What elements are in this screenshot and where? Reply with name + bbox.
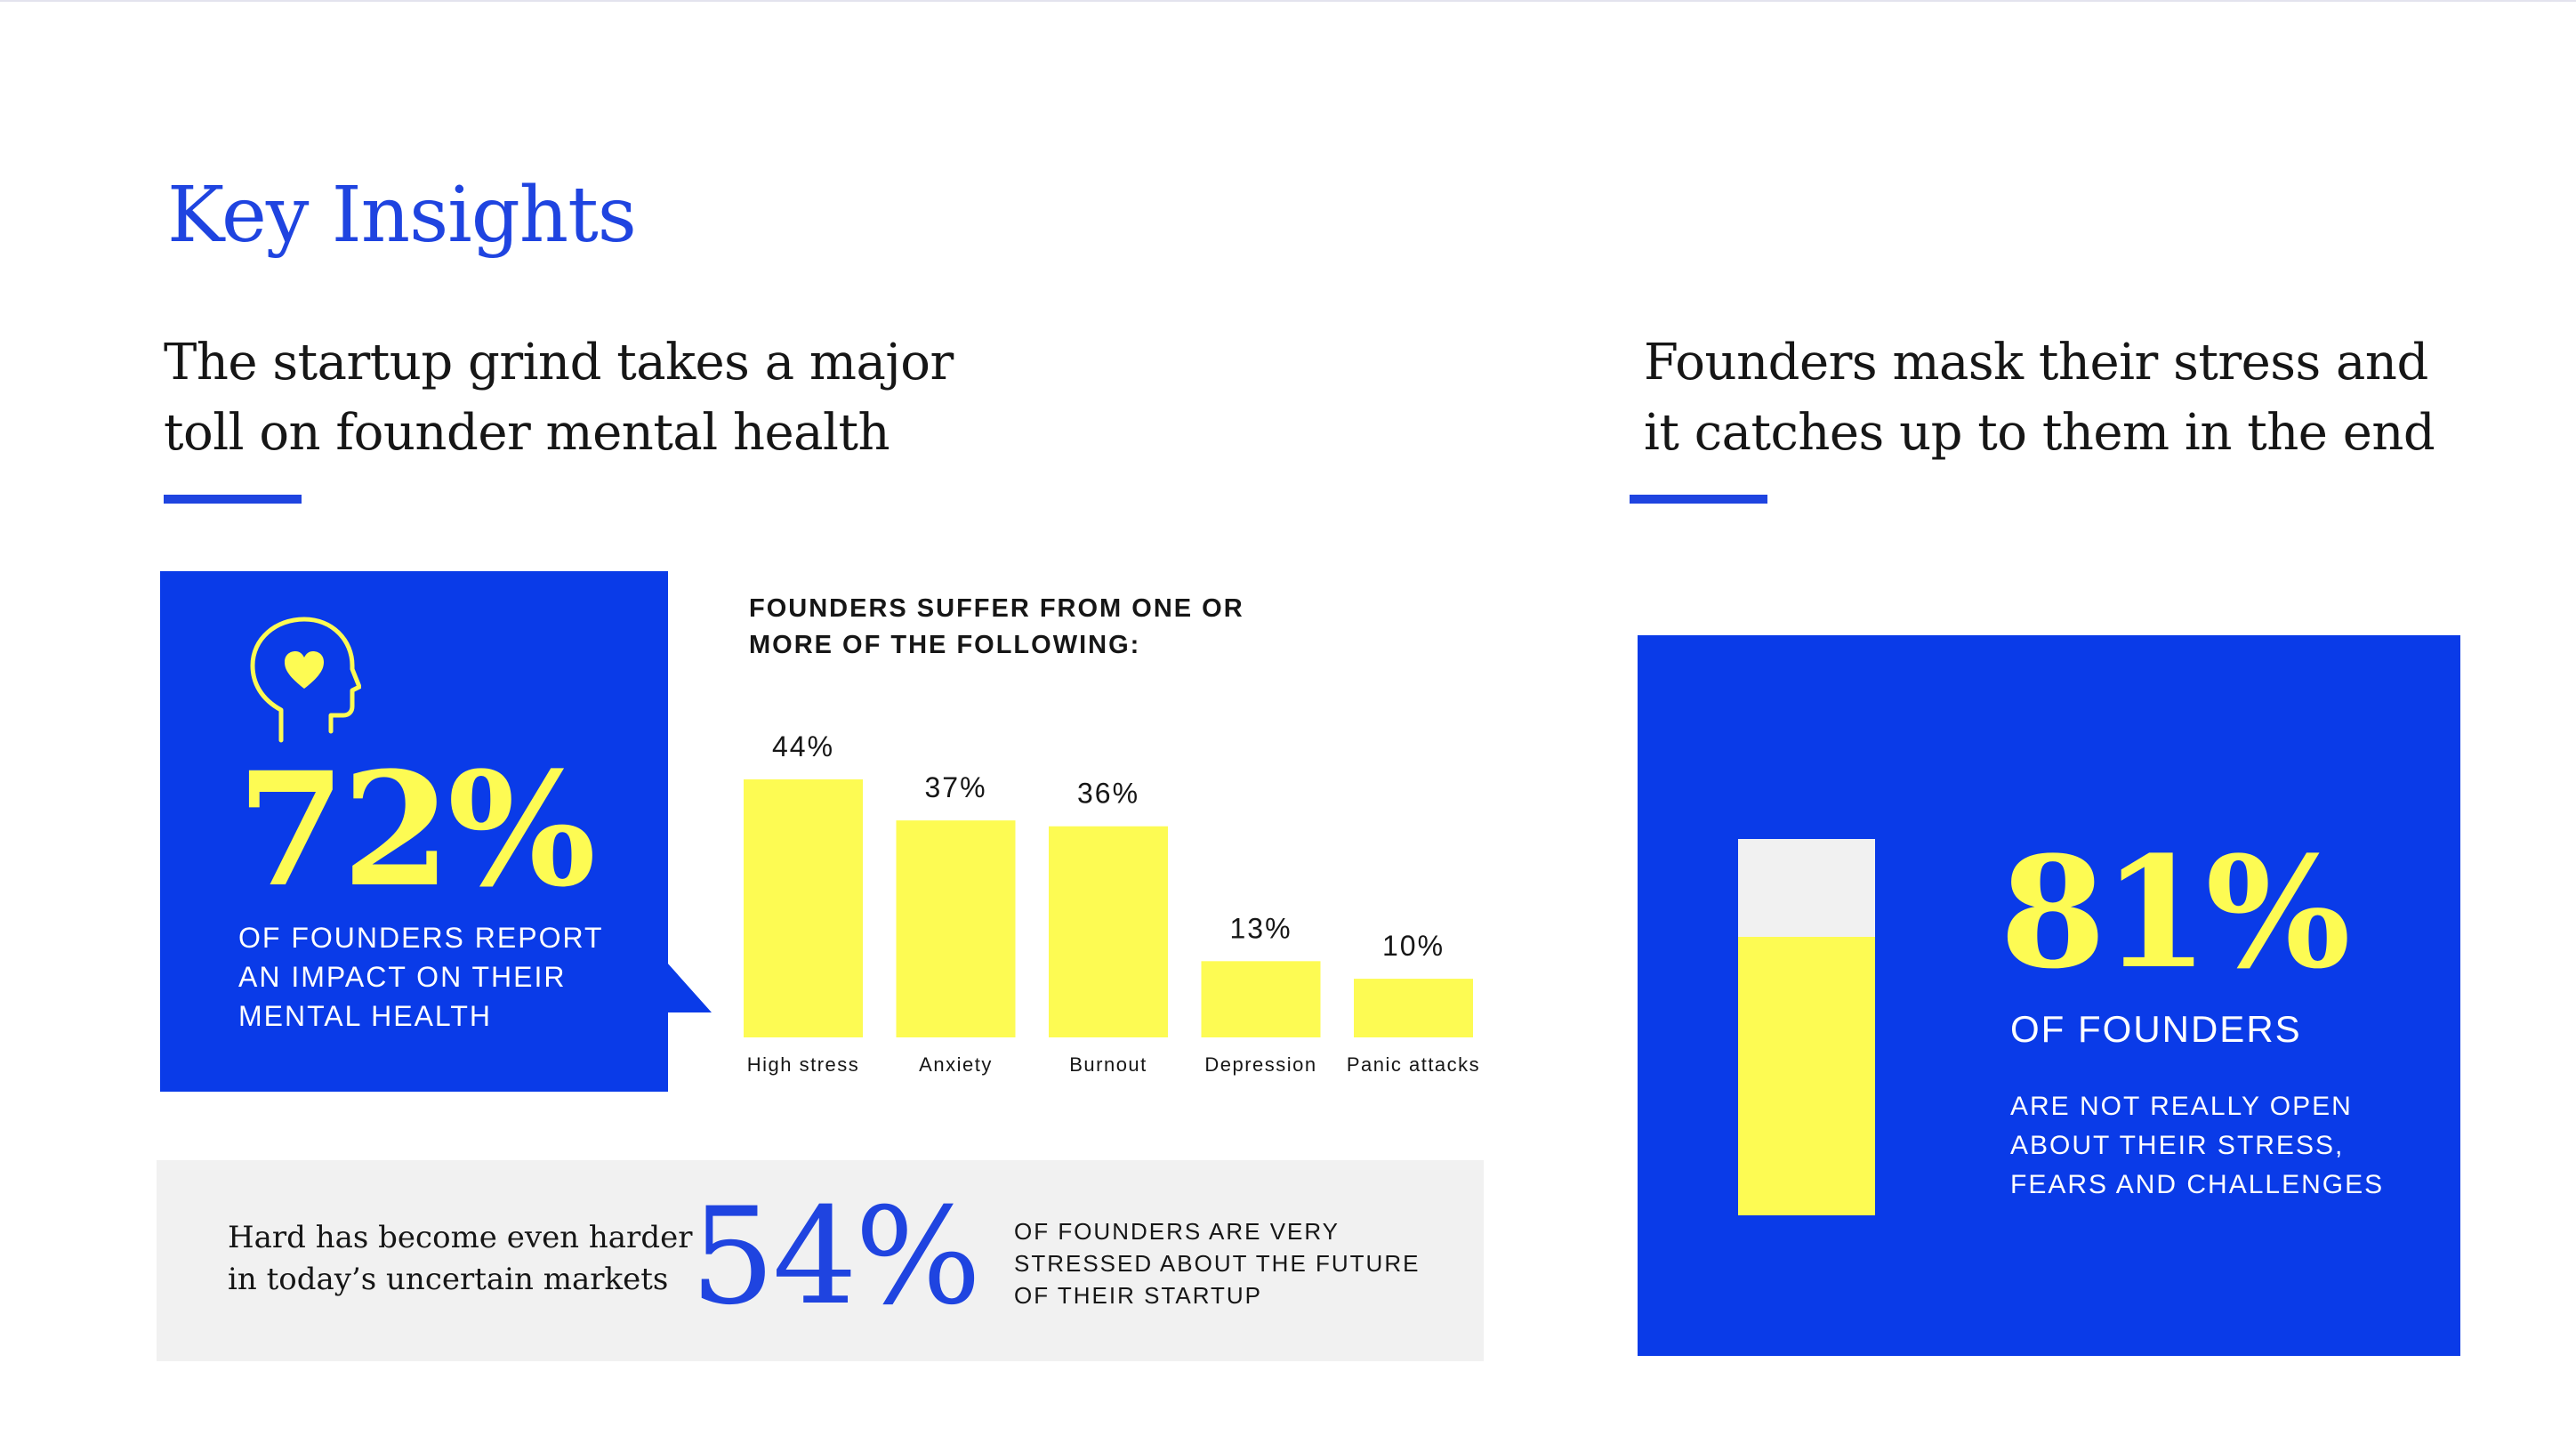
openness-subtitle: OF FOUNDERS: [2010, 1008, 2302, 1050]
bar-high-stress: [744, 779, 863, 1037]
openness-description-line-3: FEARS AND CHALLENGES: [2010, 1170, 2385, 1199]
head-heart-icon: [250, 617, 361, 743]
stress-strip: [157, 1160, 1484, 1361]
impact-description-line-3: MENTAL HEALTH: [238, 1000, 492, 1032]
mental-health-impact-card: [160, 571, 668, 1092]
right-accent-line: [1630, 495, 1767, 504]
chart-title: FOUNDERS SUFFER FROM ONE OR MORE OF THE …: [749, 591, 1244, 664]
left-accent-line: [164, 495, 302, 504]
openness-stat: 81%: [2000, 822, 2351, 1003]
value-label-high-stress: 44%: [772, 730, 834, 762]
conditions-bar-chart: 44% High stress 37% Anxiety 36% Burnout 13% Dep…: [744, 730, 1480, 1076]
left-heading: The startup grind takes a major toll on …: [164, 327, 954, 468]
value-label-anxiety: 37%: [924, 771, 986, 803]
chart-title-line-2: MORE OF THE FOLLOWING:: [749, 631, 1141, 659]
chart-title-line-1: FOUNDERS SUFFER FROM ONE OR: [749, 594, 1244, 623]
stress-stat: 54%: [690, 1180, 981, 1335]
category-label-burnout: Burnout: [1069, 1053, 1147, 1076]
right-heading: Founders mask their stress and it catche…: [1644, 327, 2435, 468]
openness-description-line-2: ABOUT THEIR STRESS,: [2010, 1131, 2345, 1160]
category-label-depression: Depression: [1204, 1053, 1316, 1076]
bar-burnout: [1049, 826, 1168, 1037]
impact-description: OF FOUNDERS REPORT AN IMPACT ON THEIR ME…: [238, 918, 604, 1036]
openness-fill-gauge: [1738, 839, 1875, 1215]
page-title: Key Insights: [167, 171, 637, 260]
card-pointer: [667, 963, 712, 1012]
stress-description-line-1: OF FOUNDERS ARE VERY: [1014, 1218, 1340, 1245]
right-heading-line-1: Founders mask their stress and: [1644, 334, 2428, 391]
openness-description: ARE NOT REALLY OPEN ABOUT THEIR STRESS, …: [2010, 1087, 2384, 1205]
impact-description-line-1: OF FOUNDERS REPORT: [238, 922, 604, 954]
stress-strip-lead: Hard has become even harder in today’s u…: [228, 1217, 692, 1301]
stress-description: OF FOUNDERS ARE VERY STRESSED ABOUT THE …: [1014, 1215, 1420, 1311]
left-heading-line-1: The startup grind takes a major: [164, 334, 954, 391]
category-label-anxiety: Anxiety: [919, 1053, 993, 1076]
bar-anxiety: [896, 820, 1016, 1037]
category-label-panic-attacks: Panic attacks: [1347, 1053, 1480, 1076]
impact-description-line-2: AN IMPACT ON THEIR: [238, 961, 567, 993]
stress-description-line-2: STRESSED ABOUT THE FUTURE: [1014, 1250, 1421, 1277]
stress-description-line-3: OF THEIR STARTUP: [1014, 1282, 1263, 1309]
bar-depression: [1201, 961, 1321, 1037]
openness-description-line-1: ARE NOT REALLY OPEN: [2010, 1092, 2353, 1121]
stress-strip-lead-line-1: Hard has become even harder: [228, 1220, 693, 1255]
value-label-burnout: 36%: [1077, 778, 1139, 810]
top-border: [0, 0, 2576, 2]
category-label-high-stress: High stress: [747, 1053, 860, 1076]
value-label-panic-attacks: 10%: [1382, 930, 1445, 962]
left-heading-line-2: toll on founder mental health: [164, 404, 890, 462]
impact-stat: 72%: [237, 738, 596, 922]
value-label-depression: 13%: [1229, 912, 1292, 944]
stress-strip-lead-line-2: in today’s uncertain markets: [228, 1262, 669, 1297]
bar-panic-attacks: [1354, 979, 1473, 1037]
right-heading-line-2: it catches up to them in the end: [1644, 404, 2435, 462]
openness-fill-level: [1738, 936, 1875, 1215]
